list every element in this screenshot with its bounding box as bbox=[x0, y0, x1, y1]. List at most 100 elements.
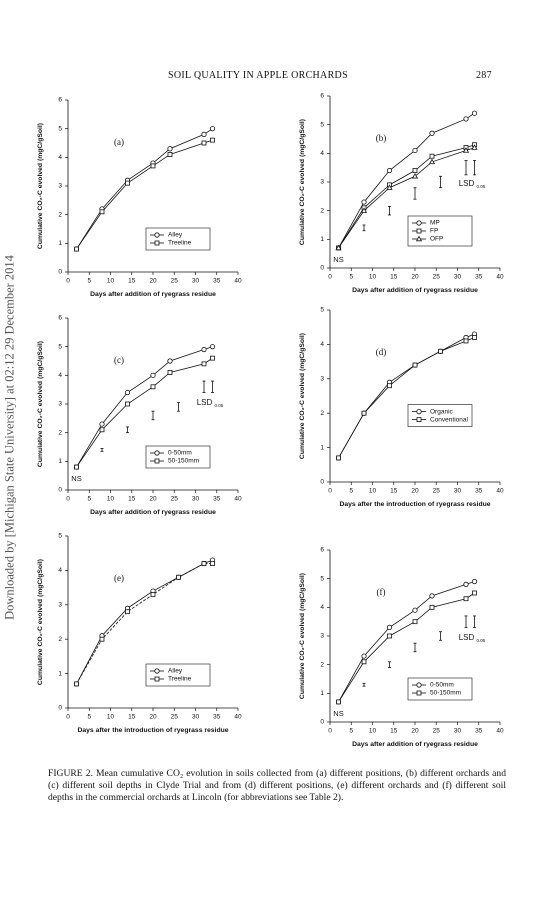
x-tick-label: 0 bbox=[328, 728, 332, 735]
y-tick-label: 3 bbox=[58, 401, 62, 408]
lsd-bar bbox=[211, 380, 214, 393]
legend-label: Conventional bbox=[430, 416, 468, 423]
data-point bbox=[471, 144, 478, 150]
data-point bbox=[209, 344, 216, 350]
x-tick-label: 10 bbox=[369, 728, 377, 735]
y-tick-label: 4 bbox=[320, 604, 324, 611]
x-tick-label: 5 bbox=[87, 278, 91, 285]
legend-marker bbox=[416, 409, 422, 415]
data-point bbox=[209, 126, 216, 132]
y-tick-label: 6 bbox=[320, 547, 324, 554]
x-tick-label: 10 bbox=[107, 278, 115, 285]
y-tick-label: 6 bbox=[320, 93, 324, 100]
x-tick-label: 30 bbox=[454, 488, 462, 495]
data-point bbox=[361, 653, 367, 659]
lsd-bar bbox=[473, 160, 476, 176]
data-point bbox=[335, 244, 342, 251]
y-tick-label: 2 bbox=[58, 636, 62, 643]
x-tick-label: 30 bbox=[454, 274, 462, 281]
chart: 0 1 2 3 4 5 6 0 5 10 15 20 25 30 35 40 Days after additi… bbox=[299, 547, 504, 748]
data-point bbox=[210, 137, 215, 143]
data-point bbox=[74, 246, 79, 252]
data-point bbox=[167, 152, 173, 157]
data-point bbox=[412, 147, 418, 154]
x-tick-label: 15 bbox=[390, 488, 398, 495]
lsd-bar bbox=[388, 661, 391, 668]
data-point bbox=[438, 348, 443, 354]
y-tick-label: 6 bbox=[58, 97, 62, 104]
y-tick-label: 4 bbox=[320, 150, 324, 157]
x-tick-label: 0 bbox=[66, 496, 70, 503]
panel-label: (a) bbox=[114, 137, 124, 147]
x-axis-label: Days after the introduction of ryegrass … bbox=[77, 727, 228, 734]
y-tick-label: 6 bbox=[58, 315, 62, 322]
data-point bbox=[412, 362, 418, 368]
lsd-bar bbox=[413, 642, 417, 653]
lsd-bar bbox=[151, 410, 155, 421]
series-line bbox=[338, 337, 475, 459]
lsd-subscript: 0.05 bbox=[477, 184, 486, 189]
x-tick-label: 25 bbox=[171, 278, 179, 285]
data-point bbox=[99, 421, 105, 427]
x-tick-label: 5 bbox=[87, 496, 91, 503]
lsd-bar bbox=[464, 615, 468, 628]
data-point bbox=[411, 172, 419, 179]
data-point bbox=[124, 389, 131, 396]
x-tick-label: 35 bbox=[475, 728, 483, 735]
legend-marker bbox=[154, 676, 160, 682]
legend-marker bbox=[154, 458, 160, 464]
y-tick-label: 3 bbox=[58, 602, 62, 609]
ns-label: NS bbox=[333, 709, 343, 718]
x-tick-label: 20 bbox=[149, 714, 157, 721]
x-tick-label: 40 bbox=[496, 728, 504, 735]
x-tick-label: 20 bbox=[411, 274, 419, 281]
y-tick-label: 0 bbox=[320, 719, 324, 726]
lsd-bar bbox=[100, 448, 104, 452]
legend-marker bbox=[154, 450, 160, 456]
lsd-bar bbox=[413, 187, 417, 200]
x-tick-label: 25 bbox=[171, 714, 179, 721]
legend-marker bbox=[415, 235, 423, 242]
lsd-bar bbox=[439, 175, 442, 189]
x-tick-label: 40 bbox=[234, 278, 242, 285]
legend-label: Treeline bbox=[168, 676, 192, 683]
y-tick-label: 2 bbox=[58, 429, 62, 436]
x-tick-label: 25 bbox=[433, 728, 441, 735]
data-point bbox=[463, 596, 469, 602]
legend-marker bbox=[416, 682, 422, 688]
legend-label: Organic bbox=[430, 408, 454, 415]
data-point bbox=[167, 146, 173, 152]
y-tick-label: 4 bbox=[320, 341, 324, 348]
legend-marker bbox=[416, 417, 422, 422]
y-axis-label: Cumulative CO₂-C evolved (mgC/gSoil) bbox=[299, 119, 306, 245]
data-point bbox=[150, 163, 156, 169]
data-point bbox=[201, 131, 207, 138]
legend-label: 50-150mm bbox=[168, 458, 199, 465]
data-point bbox=[150, 384, 156, 390]
legend-box bbox=[407, 404, 473, 427]
x-axis-label: Days after addition of ryegrass residue bbox=[352, 741, 478, 748]
data-point bbox=[471, 578, 478, 585]
lsd-bar bbox=[362, 682, 366, 687]
y-tick-label: 5 bbox=[58, 125, 62, 132]
data-point bbox=[429, 593, 435, 599]
lsd-label: LSD bbox=[459, 633, 475, 642]
x-axis-label: Days after the introduction of ryegrass … bbox=[339, 501, 490, 508]
legend-marker bbox=[416, 220, 422, 226]
x-tick-label: 35 bbox=[475, 274, 483, 281]
data-point bbox=[167, 370, 173, 375]
y-tick-label: 5 bbox=[58, 343, 62, 350]
data-point bbox=[386, 624, 393, 631]
data-point bbox=[99, 636, 105, 642]
data-point bbox=[429, 604, 435, 610]
data-point bbox=[125, 401, 130, 407]
y-axis-label: Cumulative CO₂-C evolved (mgC/gSoil) bbox=[299, 333, 306, 459]
x-tick-label: 20 bbox=[149, 496, 157, 503]
data-point bbox=[387, 633, 392, 639]
x-tick-label: 30 bbox=[192, 278, 200, 285]
y-axis-label: Cumulative CO₂-C evolved (mgC/gSoil) bbox=[37, 559, 44, 685]
data-point bbox=[176, 574, 181, 580]
x-tick-label: 0 bbox=[66, 278, 70, 285]
data-point bbox=[125, 609, 130, 615]
